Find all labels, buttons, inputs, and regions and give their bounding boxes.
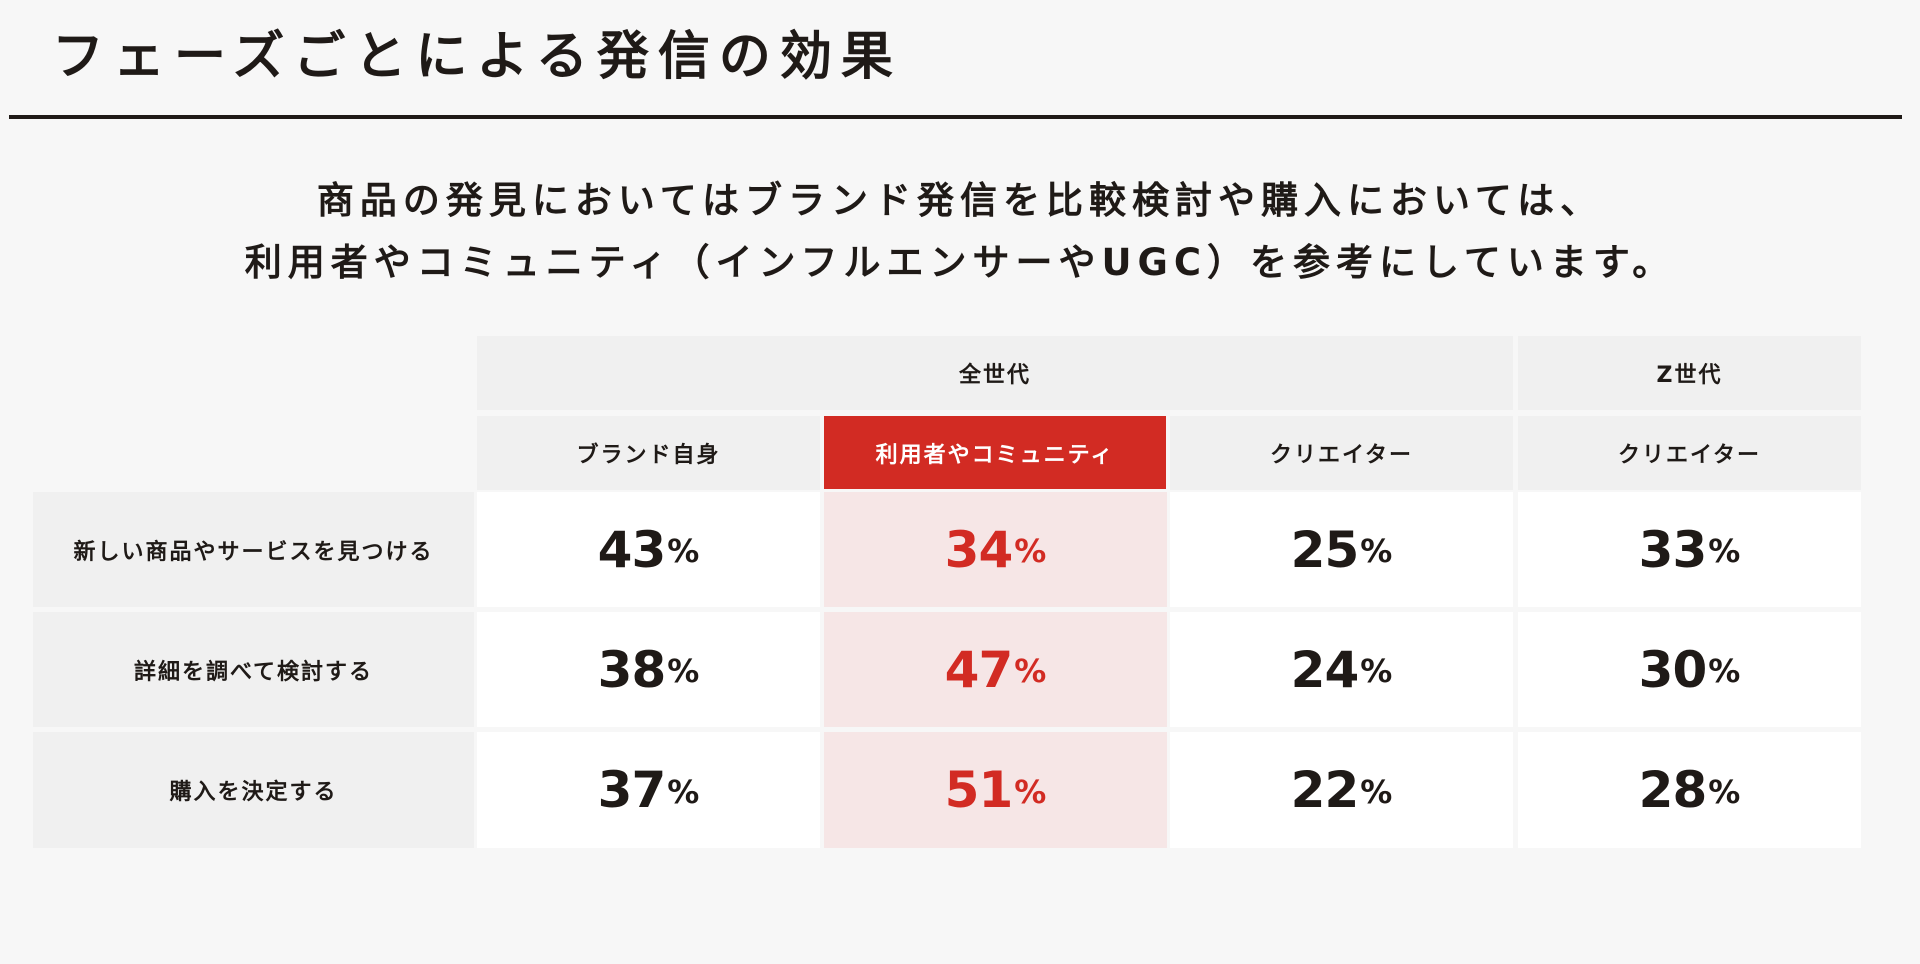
table-cell: 22% [1170,732,1513,848]
cell-value: 38 [597,640,667,699]
cell-value: 47 [944,640,1014,699]
percent-unit: % [1708,773,1741,811]
percent-unit: % [1360,532,1393,570]
cell-value: 24 [1290,640,1360,699]
percent-unit: % [667,532,700,570]
table-cell: 33% [1518,492,1861,607]
percent-unit: % [1014,773,1047,811]
table-cell-highlighted: 51% [824,732,1167,848]
table-cell: 43% [477,492,820,607]
cell-value: 34 [944,520,1014,579]
page-title: フェーズごとによる発信の効果 [52,27,902,87]
group-header-all-generations: 全世代 [477,336,1513,410]
subtitle-line-2: 利用者やコミュニティ（インフルエンサーやUGC）を参考にしています。 [244,241,1676,284]
cell-value: 37 [597,761,667,819]
percent-unit: % [667,773,700,811]
table-cell: 38% [477,612,820,727]
percent-unit: % [1708,532,1741,570]
column-header-creator-genz: クリエイター [1518,416,1861,490]
table-cell: 37% [477,732,820,848]
row-label-discover: 新しい商品やサービスを見つける [33,492,474,607]
subtitle-line-1: 商品の発見においてはブランド発信を比較検討や購入においては、 [316,179,1604,222]
title-divider [9,115,1902,119]
table-cell-highlighted: 34% [824,492,1167,607]
table-cell: 25% [1170,492,1513,607]
cell-value: 33 [1638,520,1708,579]
cell-value: 43 [597,520,667,579]
percent-unit: % [1014,532,1047,570]
table-cell: 28% [1518,732,1861,848]
table-cell: 24% [1170,612,1513,727]
cell-value: 51 [944,761,1014,819]
percent-unit: % [1360,652,1393,690]
percent-unit: % [1708,652,1741,690]
percent-unit: % [667,652,700,690]
column-header-community: 利用者やコミュニティ [824,416,1166,489]
percent-unit: % [1360,773,1393,811]
group-header-gen-z: Z世代 [1518,336,1861,410]
cell-value: 22 [1290,761,1360,819]
cell-value: 30 [1638,640,1708,699]
column-header-creator-all: クリエイター [1170,416,1513,490]
cell-value: 28 [1638,761,1708,819]
table-cell-highlighted: 47% [824,612,1167,727]
row-label-purchase: 購入を決定する [33,732,474,848]
percent-unit: % [1014,652,1047,690]
cell-value: 25 [1290,520,1360,579]
row-label-compare: 詳細を調べて検討する [33,612,474,727]
column-header-brand: ブランド自身 [477,416,820,490]
subtitle: 商品の発見においてはブランド発信を比較検討や購入においては、 利用者やコミュニテ… [0,170,1920,294]
table-cell: 30% [1518,612,1861,727]
